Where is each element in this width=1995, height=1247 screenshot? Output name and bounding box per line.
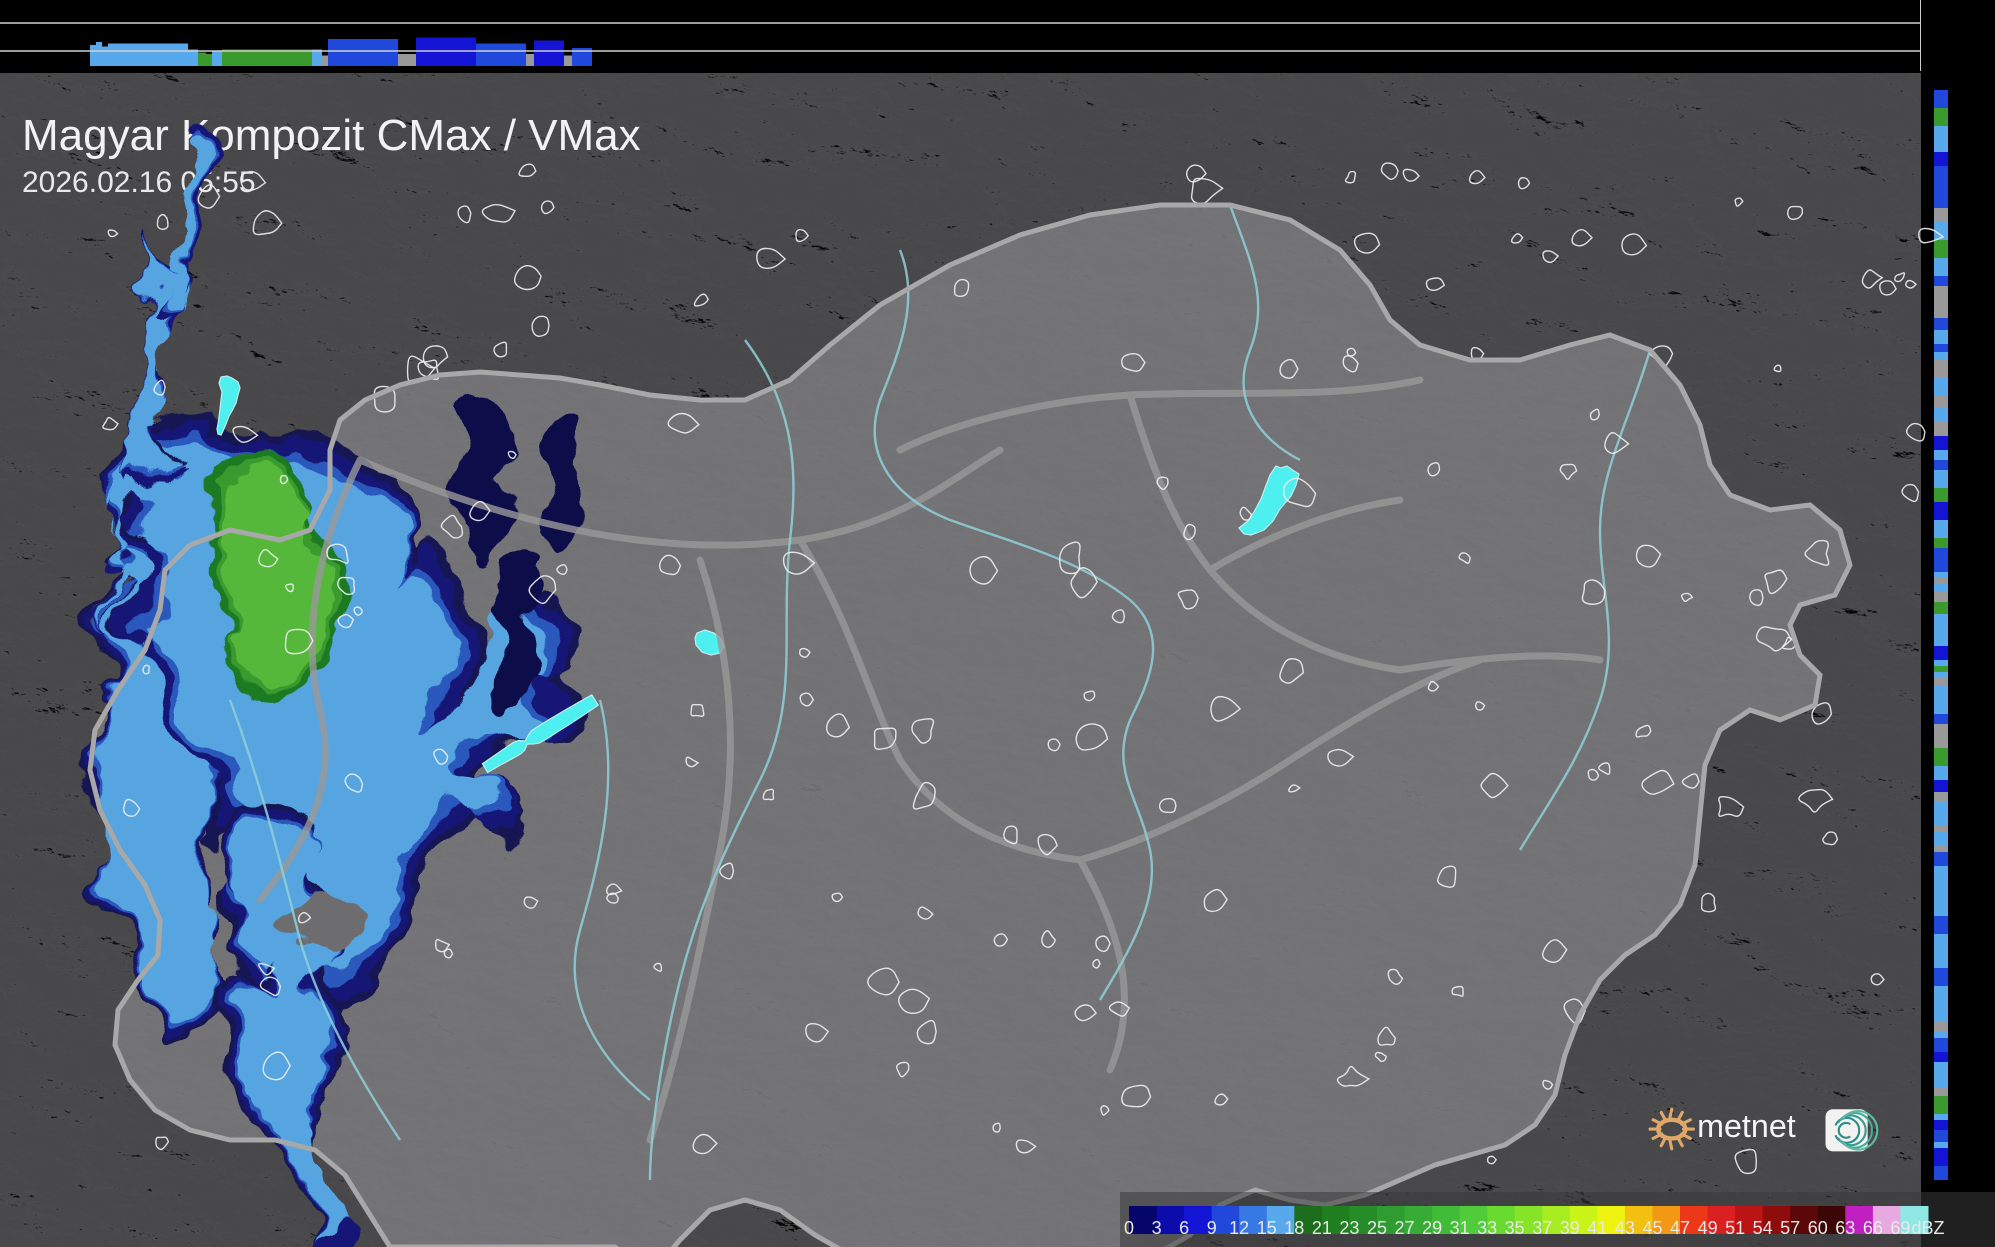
svg-text:3: 3 bbox=[1152, 1218, 1162, 1238]
svg-text:2026.02.16 05:55: 2026.02.16 05:55 bbox=[22, 166, 256, 199]
svg-text:35: 35 bbox=[1505, 1218, 1525, 1238]
svg-text:0: 0 bbox=[1124, 1218, 1134, 1238]
svg-text:37: 37 bbox=[1532, 1218, 1552, 1238]
svg-text:29: 29 bbox=[1422, 1218, 1442, 1238]
svg-text:Magyar Kompozit CMax / VMax: Magyar Kompozit CMax / VMax bbox=[22, 111, 641, 160]
svg-text:27: 27 bbox=[1394, 1218, 1414, 1238]
svg-text:31: 31 bbox=[1450, 1218, 1470, 1238]
svg-text:9: 9 bbox=[1207, 1218, 1217, 1238]
svg-text:metnet: metnet bbox=[1697, 1108, 1796, 1144]
svg-text:47: 47 bbox=[1670, 1218, 1690, 1238]
svg-text:43: 43 bbox=[1615, 1218, 1635, 1238]
svg-text:15: 15 bbox=[1257, 1218, 1277, 1238]
svg-text:33: 33 bbox=[1477, 1218, 1497, 1238]
svg-text:23: 23 bbox=[1339, 1218, 1359, 1238]
svg-text:54: 54 bbox=[1753, 1218, 1773, 1238]
svg-text:6: 6 bbox=[1179, 1218, 1189, 1238]
svg-text:dBZ: dBZ bbox=[1911, 1218, 1944, 1238]
svg-text:18: 18 bbox=[1284, 1218, 1304, 1238]
svg-text:57: 57 bbox=[1780, 1218, 1800, 1238]
svg-text:39: 39 bbox=[1560, 1218, 1580, 1238]
svg-text:60: 60 bbox=[1808, 1218, 1828, 1238]
svg-text:41: 41 bbox=[1587, 1218, 1607, 1238]
svg-text:66: 66 bbox=[1863, 1218, 1883, 1238]
svg-text:25: 25 bbox=[1367, 1218, 1387, 1238]
svg-text:63: 63 bbox=[1835, 1218, 1855, 1238]
svg-text:45: 45 bbox=[1642, 1218, 1662, 1238]
svg-text:21: 21 bbox=[1312, 1218, 1332, 1238]
svg-text:69: 69 bbox=[1890, 1218, 1910, 1238]
svg-text:51: 51 bbox=[1725, 1218, 1745, 1238]
svg-text:49: 49 bbox=[1698, 1218, 1718, 1238]
svg-text:12: 12 bbox=[1229, 1218, 1249, 1238]
